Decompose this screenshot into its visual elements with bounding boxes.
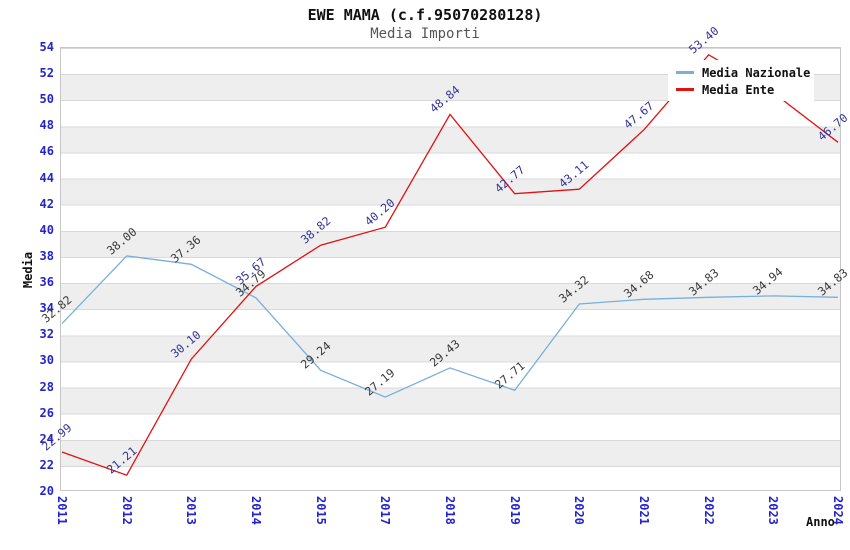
y-tick-label: 44 xyxy=(39,170,54,185)
series-lines xyxy=(61,53,839,476)
legend-item-media-ente: Media Ente xyxy=(676,81,814,98)
y-tick-label: 52 xyxy=(39,66,54,81)
x-axis-title: Anno xyxy=(806,515,835,529)
chart-title: EWE MAMA (c.f.95070280128) xyxy=(307,6,543,24)
legend-item-media-nazionale: Media Nazionale xyxy=(676,64,814,81)
legend-line-swatch-nazionale-icon xyxy=(676,71,694,74)
x-tick-label: 2015 xyxy=(313,496,328,525)
x-tick-label: 2023 xyxy=(766,496,781,525)
y-tick-label: 32 xyxy=(39,327,54,342)
y-tick-label: 24 xyxy=(39,431,54,446)
y-tick-label: 36 xyxy=(39,275,54,290)
chart-subtitle: Media Importi xyxy=(370,26,480,42)
x-tick-label: 2019 xyxy=(507,496,522,525)
x-tick-label: 2017 xyxy=(378,496,393,525)
y-tick-label: 46 xyxy=(39,144,54,159)
x-tick-label: 2014 xyxy=(249,496,263,525)
x-tick-label: 2011 xyxy=(55,496,69,525)
y-tick-label: 20 xyxy=(39,484,54,498)
y-tick-label: 40 xyxy=(39,222,54,237)
legend-line-swatch-ente-icon xyxy=(676,88,694,91)
y-tick-label: 42 xyxy=(39,196,54,211)
y-tick-label: 50 xyxy=(39,92,54,107)
x-tick-label: 2021 xyxy=(637,496,651,525)
series-line-media-nazionale xyxy=(61,255,839,398)
y-tick-label: 48 xyxy=(39,118,54,133)
legend-label: Media Nazionale xyxy=(702,65,811,80)
x-tick-label: 2020 xyxy=(572,496,587,525)
y-tick-label: 34 xyxy=(39,301,54,316)
y-tick-label: 28 xyxy=(39,379,54,394)
x-tick-label: 2012 xyxy=(119,496,134,525)
legend: Media Nazionale Media Ente xyxy=(668,60,814,101)
x-tick-label: 2013 xyxy=(184,496,199,525)
y-tick-label: 22 xyxy=(39,457,54,472)
y-tick-label: 26 xyxy=(39,405,54,420)
y-axis-title: Media xyxy=(21,251,35,289)
y-tick-label: 38 xyxy=(39,248,54,263)
legend-label: Media Ente xyxy=(702,82,775,97)
x-tick-label: 2018 xyxy=(443,496,457,525)
plot-area xyxy=(60,47,841,491)
x-tick-label: 2022 xyxy=(701,496,716,525)
y-tick-label: 54 xyxy=(39,40,54,54)
series-line-media-ente xyxy=(61,53,839,476)
y-tick-label: 30 xyxy=(39,353,54,368)
